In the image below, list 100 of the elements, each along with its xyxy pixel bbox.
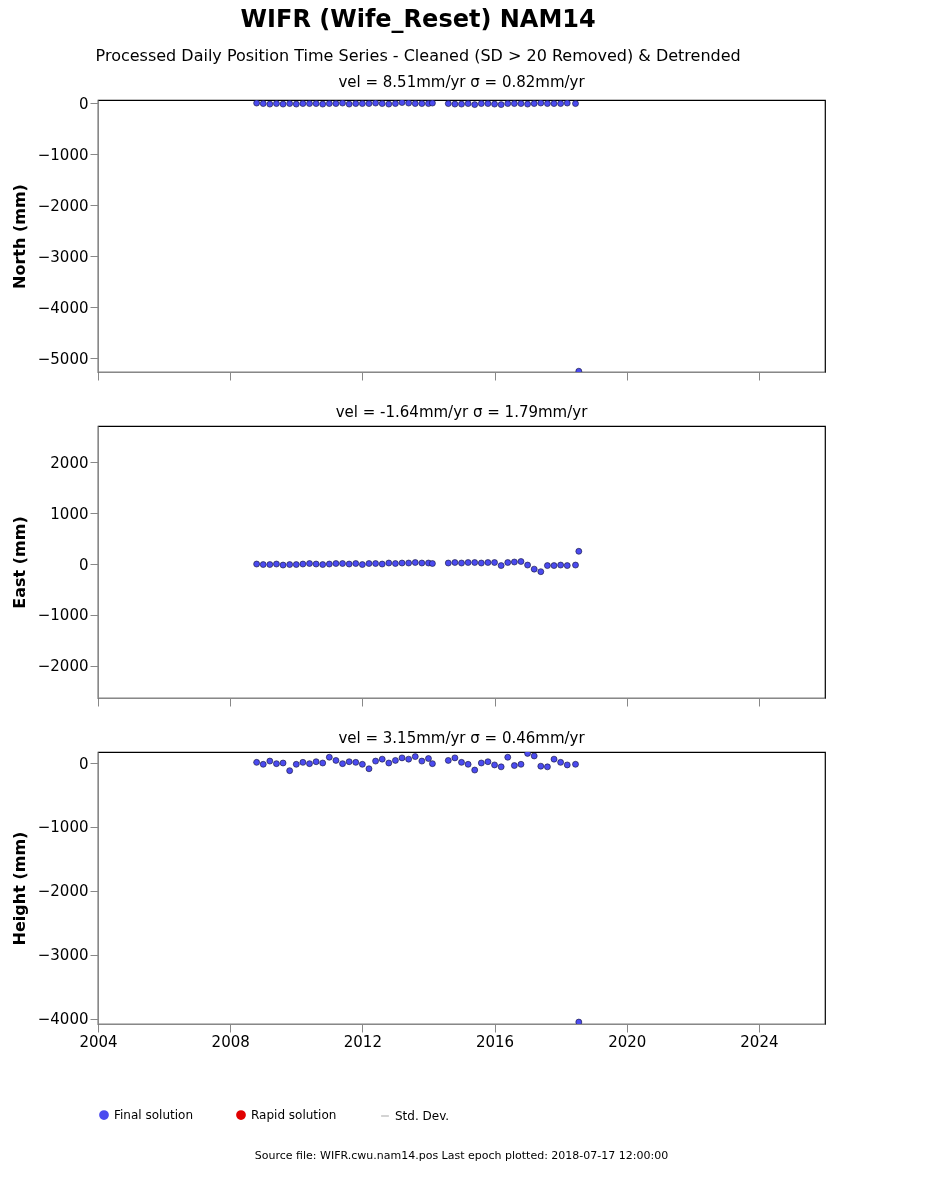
legend-label: Rapid solution: [251, 1108, 337, 1123]
point: [365, 765, 373, 773]
point: [484, 559, 492, 566]
point: [345, 100, 353, 108]
point: [292, 561, 300, 568]
point: [385, 100, 393, 108]
point: [458, 100, 465, 108]
x-tick-label: 2004: [79, 1032, 118, 1051]
point: [557, 561, 564, 569]
point: [504, 559, 512, 566]
point: [392, 757, 399, 764]
point: [332, 560, 340, 567]
point: [550, 100, 558, 107]
point: [292, 760, 300, 768]
point: [312, 100, 320, 107]
point: [575, 548, 583, 555]
point: [259, 760, 267, 768]
point: [491, 761, 498, 769]
point: [273, 560, 280, 568]
point: [405, 559, 412, 567]
point: [471, 101, 479, 108]
point: [259, 100, 267, 107]
point: [273, 100, 280, 107]
point: [372, 757, 379, 765]
point: [511, 558, 518, 566]
point: [451, 559, 459, 566]
point: [524, 752, 531, 757]
point: [352, 560, 360, 567]
point: [266, 757, 274, 765]
point: [517, 558, 525, 565]
y-tick-label: 0: [78, 94, 89, 113]
text: vel = 8.51mm/yr σ = 0.82mm/yr: [338, 73, 586, 92]
point: [544, 763, 551, 771]
point: [365, 560, 373, 567]
point: [312, 758, 320, 766]
point: [372, 100, 379, 107]
point: [524, 561, 531, 569]
point: [266, 100, 274, 108]
point: [279, 759, 287, 767]
point: [359, 760, 366, 768]
point: [563, 100, 571, 107]
y-tick-label: −4000: [37, 1010, 89, 1029]
point: [352, 100, 360, 107]
y-tick-label: 1000: [50, 504, 89, 523]
point: [451, 754, 459, 762]
point: [544, 100, 551, 107]
y-axis-title: Height (mm): [9, 831, 29, 946]
point: [345, 758, 353, 766]
x-tick-label: 2020: [608, 1032, 647, 1051]
y-tick-label: −4000: [37, 298, 89, 317]
point: [471, 766, 479, 774]
point: [425, 755, 432, 762]
point: [385, 759, 393, 767]
point: [537, 568, 545, 575]
point: [504, 753, 512, 761]
point: [339, 560, 346, 567]
point: [563, 761, 571, 769]
point: [464, 559, 472, 566]
point: [359, 100, 366, 107]
point: [392, 100, 399, 107]
point: [339, 760, 346, 767]
y-tick-label: 0: [78, 754, 89, 773]
point: [464, 760, 472, 768]
point: [491, 559, 498, 566]
point: [266, 561, 274, 568]
point: [544, 562, 551, 569]
point: [504, 100, 512, 107]
point: [572, 760, 579, 768]
y-axis-title: East (mm): [9, 516, 29, 609]
point: [326, 100, 333, 107]
point: [345, 560, 353, 568]
point: [511, 762, 518, 769]
point: [286, 767, 293, 774]
point: [557, 100, 564, 107]
point: [550, 562, 558, 569]
point: [478, 559, 485, 567]
point: [418, 559, 426, 567]
x-tick-label: 2012: [343, 1032, 382, 1051]
point: [484, 100, 492, 107]
point: [517, 760, 525, 768]
point: [411, 100, 419, 107]
y-tick-label: −1000: [37, 818, 89, 837]
point: [572, 561, 579, 569]
y-tick-label: 2000: [50, 453, 89, 472]
point: [458, 559, 465, 567]
point: [398, 559, 406, 567]
point: [491, 100, 498, 108]
point: [429, 760, 436, 767]
y-tick-label: −2000: [37, 657, 89, 676]
point: [352, 759, 360, 766]
point: [537, 100, 545, 107]
point: [572, 100, 579, 107]
chart-title: vel = -1.64mm/yr σ = 1.79mm/yr: [335, 403, 589, 421]
point: [418, 757, 426, 765]
point: [286, 561, 293, 568]
point: [306, 760, 313, 767]
point: [511, 100, 518, 107]
point: [530, 752, 538, 760]
point: [458, 759, 465, 766]
point: [372, 560, 379, 567]
